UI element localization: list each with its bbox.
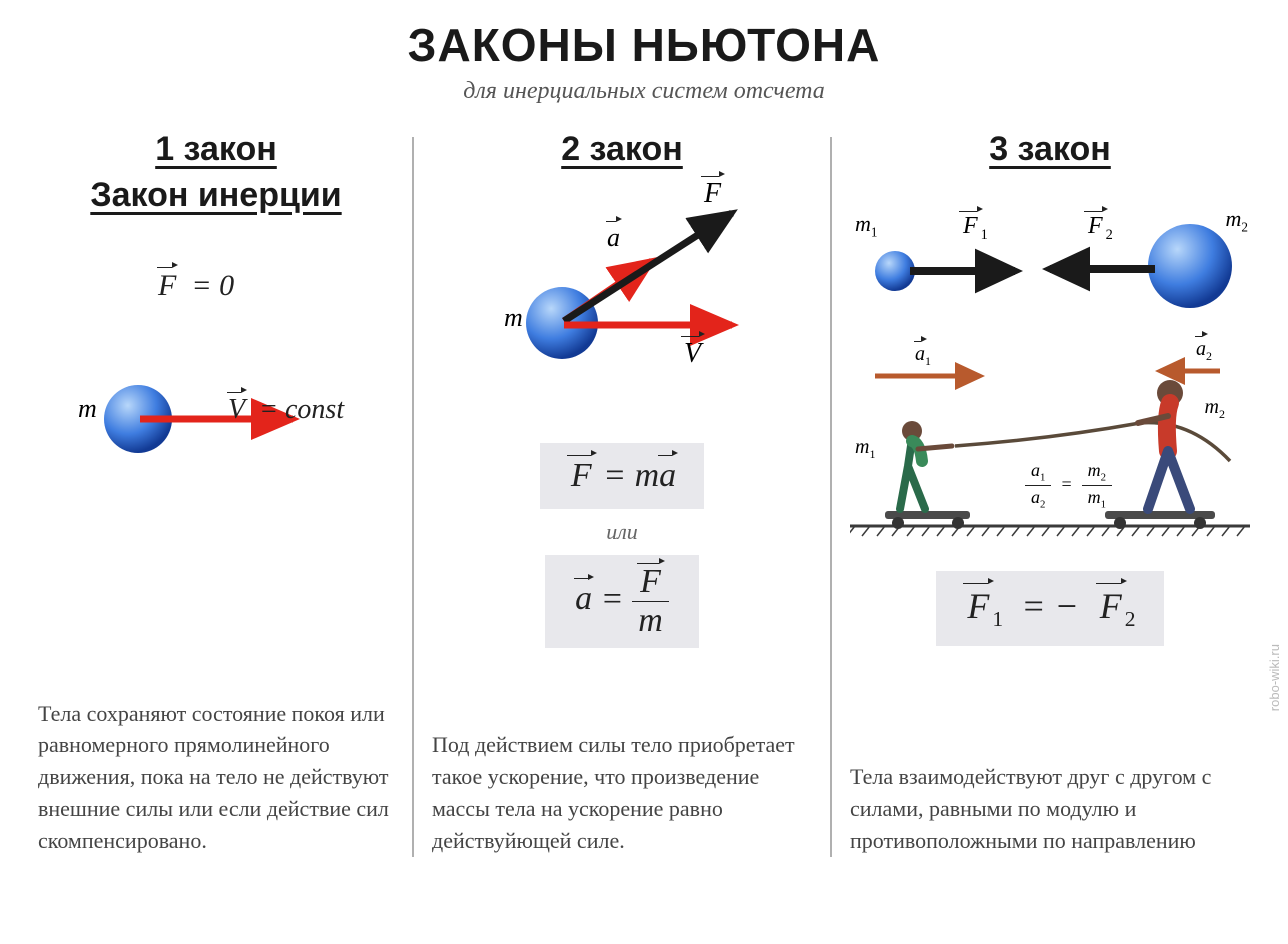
law3-ratio: a1a2 = m2m1 bbox=[1025, 461, 1112, 511]
law3-balls-diagram: m1 m2 F1 F2 bbox=[850, 191, 1250, 341]
law1-diagram: F = 0 m bbox=[38, 239, 394, 549]
law3-description: Тела взаимодействуют друг с другом с сил… bbox=[850, 743, 1250, 857]
law1-heading-line1: 1 закон bbox=[155, 130, 277, 168]
law3-balls-svg bbox=[850, 191, 1240, 341]
law2-a-label: a bbox=[607, 223, 620, 253]
law2-F-label: F bbox=[702, 178, 723, 210]
law3-tug-diagram: a1 a2 m1 m2 a1a2 = m2m1 bbox=[850, 341, 1250, 551]
law1-column: 1 закон Закон инерции F = 0 m bbox=[20, 127, 412, 857]
law3-column: 3 закон m1 m2 bbox=[832, 127, 1268, 857]
law2-m-label: m bbox=[504, 303, 523, 333]
law3-formula: F1 = − F2 bbox=[936, 571, 1163, 646]
page-subtitle: для инерциальных систем отсчета bbox=[0, 78, 1288, 105]
law3-F1-top: F bbox=[960, 213, 981, 240]
law1-heading: 1 закон Закон инерции bbox=[38, 127, 394, 219]
law3-F2-top: F bbox=[1085, 213, 1106, 240]
law1-V-eq: = const bbox=[252, 394, 344, 425]
law2-formula1: F = ma bbox=[540, 443, 704, 509]
law2-or: или bbox=[432, 519, 812, 545]
law2-svg bbox=[432, 183, 812, 443]
law3-tug-svg bbox=[850, 341, 1250, 551]
law2-heading: 2 закон bbox=[432, 127, 812, 173]
law2-diagram: m a F V bbox=[432, 183, 812, 443]
watermark: robo-wiki.ru bbox=[1267, 644, 1282, 711]
law1-ball-svg bbox=[78, 349, 438, 549]
law3-heading: 3 закон bbox=[850, 127, 1250, 173]
law2-description: Под действием силы тело приобретает тако… bbox=[432, 711, 812, 857]
law3-m2-top: m2 bbox=[1226, 206, 1248, 235]
law2-V-label: V bbox=[682, 338, 703, 370]
page-title: ЗАКОНЫ НЬЮТОНА bbox=[0, 18, 1288, 72]
law1-description: Тела сохраняют состояние покоя или равно… bbox=[38, 680, 394, 857]
law2-formula2: a = Fm bbox=[545, 555, 699, 648]
law3-m1-top: m1 bbox=[855, 211, 877, 240]
law1-F-symbol: F bbox=[158, 269, 176, 303]
columns-container: 1 закон Закон инерции F = 0 m bbox=[0, 127, 1288, 857]
law3-a2: a bbox=[1196, 338, 1206, 361]
person-small bbox=[900, 421, 952, 509]
law3-m2: m2 bbox=[1205, 396, 1225, 422]
law1-V-symbol: V bbox=[228, 394, 245, 426]
law3-m1: m1 bbox=[855, 436, 875, 462]
law2-column: 2 закон bbox=[414, 127, 830, 857]
law1-heading-line2: Закон инерции bbox=[90, 176, 341, 214]
person-big bbox=[1138, 380, 1190, 509]
law3-a1: a bbox=[915, 343, 925, 366]
law1-F-eq: = 0 bbox=[184, 269, 234, 302]
